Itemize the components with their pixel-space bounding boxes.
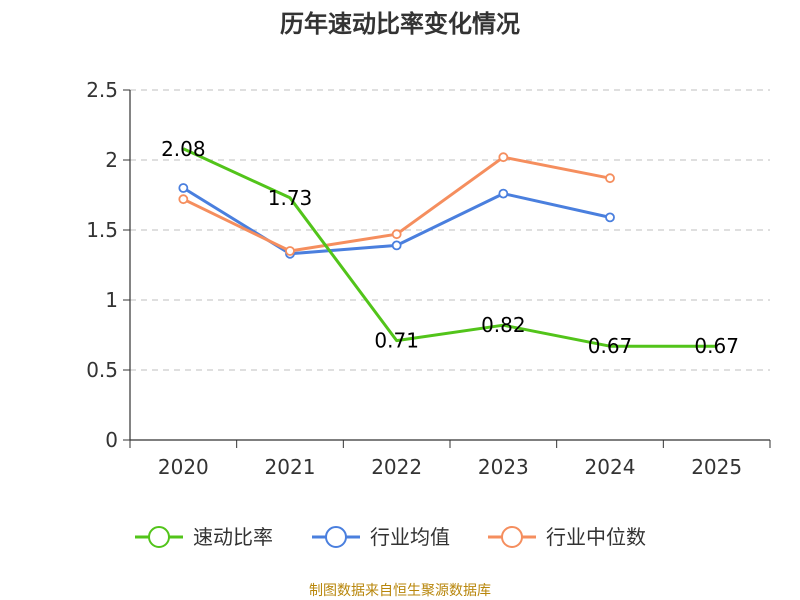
legend[interactable]: 速动比率 行业均值 行业中位数: [135, 525, 646, 549]
x-tick-label: 2025: [691, 455, 742, 479]
series-line-1: [182, 147, 717, 348]
legend-item-3[interactable]: 行业中位数: [488, 525, 646, 549]
series: [178, 147, 717, 348]
x-tick-label: 2022: [371, 455, 422, 479]
y-tick-label: 0: [105, 428, 118, 452]
data-label: 0.82: [481, 313, 526, 337]
data-label: 0.71: [374, 329, 419, 353]
x-tick-label: 2024: [585, 455, 636, 479]
data-point-marker: [498, 188, 509, 199]
legend-label: 行业中位数: [546, 525, 646, 549]
grid: [130, 89, 770, 371]
data-point-marker: [178, 194, 189, 205]
data-label: 2.08: [161, 137, 206, 161]
legend-circle-icon: [501, 526, 523, 548]
data-labels: 2.08 1.73 0.71 0.82 0.67 0.67: [161, 137, 739, 358]
legend-item-2[interactable]: 行业均值: [312, 525, 450, 549]
legend-circle-icon: [325, 526, 347, 548]
data-point-marker: [178, 183, 189, 193]
y-tick-label: 1: [105, 288, 118, 312]
data-point-marker: [498, 152, 509, 163]
x-tick-label: 2020: [158, 455, 209, 479]
legend-circle-icon: [148, 526, 170, 548]
data-label: 1.73: [268, 186, 313, 210]
chart-title: 历年速动比率变化情况: [280, 10, 520, 38]
y-tick-label: 2.5: [86, 78, 118, 102]
y-tick-label: 2: [105, 148, 118, 172]
source-note: 制图数据来自恒生聚源数据库: [309, 583, 491, 599]
data-point-marker: [605, 173, 615, 184]
legend-label: 行业均值: [370, 525, 450, 549]
legend-item-1[interactable]: 速动比率: [135, 525, 273, 549]
data-point-marker: [391, 229, 402, 240]
data-label: 0.67: [694, 334, 739, 358]
x-tick-label: 2023: [478, 455, 529, 479]
x-tick-label: 2021: [265, 455, 316, 479]
data-point-marker: [391, 240, 402, 251]
axes: 0 0.5 1 1.5 2 2.5 2020 2021 2022 2023 2024 2025: [86, 78, 771, 479]
y-tick-label: 0.5: [86, 358, 118, 382]
data-point-marker: [605, 212, 615, 223]
data-point-marker: [285, 246, 295, 256]
legend-label: 速动比率: [193, 525, 273, 549]
y-tick-label: 1.5: [86, 218, 118, 242]
data-label: 0.67: [588, 334, 633, 358]
